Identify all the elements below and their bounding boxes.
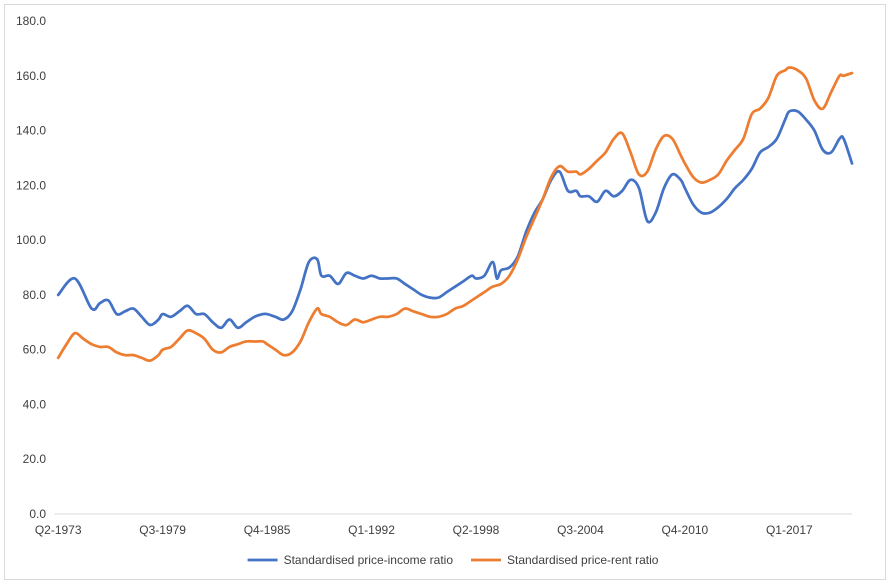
x-tick-label: Q4-1985	[244, 523, 291, 537]
y-axis-ticks: 0.0 20.0 40.0 60.0 80.0 100.0 120.0 140.0 160.0 1…	[16, 14, 46, 521]
series-line-1	[56, 66, 854, 363]
y-tick-label: 40.0	[23, 397, 47, 411]
x-tick-label: Q4-2010	[662, 523, 709, 537]
y-tick-label: 20.0	[23, 452, 47, 466]
legend-label: Standardised price-income ratio	[284, 553, 454, 567]
y-tick-label: 180.0	[16, 14, 46, 28]
chart-legend: Standardised price-income ratio Standardi…	[247, 553, 659, 567]
chart-series	[56, 66, 854, 363]
y-tick-label: 0.0	[29, 507, 46, 521]
legend-item-1: Standardised price-rent ratio	[471, 553, 659, 567]
series-line-0	[56, 108, 854, 330]
x-tick-label: Q3-2004	[557, 523, 604, 537]
y-tick-label: 120.0	[16, 178, 46, 192]
y-tick-label: 160.0	[16, 69, 46, 83]
x-tick-label: Q2-1973	[35, 523, 82, 537]
x-axis-ticks: Q2-1973 Q3-1979 Q4-1985 Q1-1992 Q2-1998 Q3-20…	[35, 523, 813, 537]
y-tick-label: 60.0	[23, 343, 47, 357]
legend-label: Standardised price-rent ratio	[507, 553, 659, 567]
x-tick-label: Q1-2017	[766, 523, 813, 537]
y-tick-label: 80.0	[23, 288, 47, 302]
y-tick-label: 140.0	[16, 124, 46, 138]
x-tick-label: Q3-1979	[139, 523, 186, 537]
x-tick-label: Q1-1992	[348, 523, 395, 537]
x-tick-label: Q2-1998	[453, 523, 500, 537]
y-tick-label: 100.0	[16, 233, 46, 247]
legend-item-0: Standardised price-income ratio	[247, 553, 454, 567]
